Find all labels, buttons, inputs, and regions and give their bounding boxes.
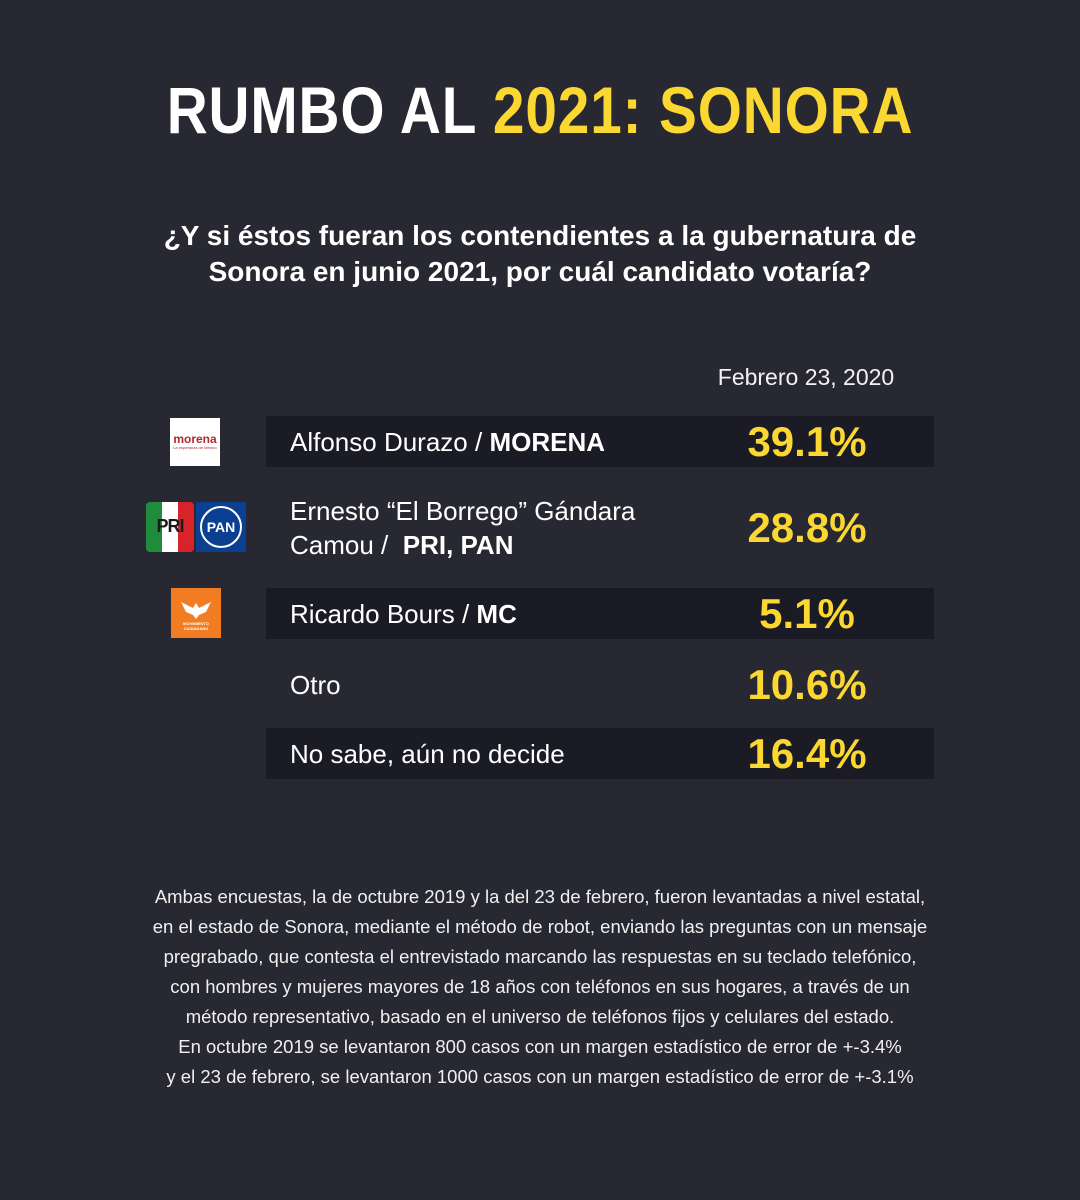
candidate-name: Otro [290,669,341,700]
candidate-name: No sabe, aún no decide [290,738,565,769]
candidate-party: PRI, PAN [402,529,514,560]
morena-logo-tag: La esperanza de México [173,445,217,450]
survey-question: ¿Y si éstos fueran los contendientes a l… [163,220,917,287]
percentage-value: 5.1% [759,589,855,637]
footnote-line: y el 23 de febrero, se levantaron 1000 c… [166,1066,914,1087]
footnote-line: pregrabado, que contesta el entrevistado… [163,946,917,967]
morena-logo-word: morena [173,432,217,446]
pan-logo: PAN [196,502,246,552]
footnote-line: método representativo, basado en el univ… [185,1006,895,1027]
methodology-footnote: Ambas encuestas, la de octubre 2019 y la… [100,882,980,1092]
pri-logo-word: PRI [156,516,184,536]
title-part-2: 2021: SONORA [492,73,914,147]
page-title: RUMBO AL 2021: SONORA [76,72,1005,148]
candidate-label: Ernesto “El Borrego” Gándara Camou / PRI… [290,484,635,571]
candidate-name: Alfonso Durazo / [290,426,483,457]
percentage-value: 16.4% [747,729,867,777]
morena-logo: morena La esperanza de México [170,418,220,466]
footnote-line: en el estado de Sonora, mediante el méto… [152,916,928,937]
candidate-party: MORENA [489,426,606,457]
percentage-value: 10.6% [747,660,867,708]
footnote-line: Ambas encuestas, la de octubre 2019 y la… [154,886,926,907]
title-part-1: RUMBO AL [166,73,493,147]
movimiento-ciudadano-logo: MOVIMIENTO CIUDADANO [171,588,221,638]
footnote-line: con hombres y mujeres mayores de 18 años… [170,976,910,997]
footnote-line: En octubre 2019 se levantaron 800 casos … [178,1036,902,1057]
candidate-name-line-2: Camou / [290,529,396,560]
candidate-name: Ernesto “El Borrego” Gándara [290,495,636,526]
percentage-value: 39.1% [747,417,867,465]
candidate-label: No sabe, aún no decide [290,728,565,779]
percentage-value: 28.8% [747,503,867,551]
result-row: No sabe, aún no decide 16.4% [266,728,934,779]
result-row: Otro 10.6% [266,659,934,710]
result-row: Ricardo Bours / MC 5.1% [266,588,934,639]
result-row: Ernesto “El Borrego” Gándara Camou / PRI… [266,496,934,560]
column-date: Febrero 23, 2020 [717,364,895,390]
candidate-party: MC [476,598,517,629]
candidate-name: Ricardo Bours / [290,598,470,629]
mc-logo-tag: MOVIMIENTO CIUDADANO [183,621,209,631]
eagle-icon [181,602,211,619]
pri-logo: PRI [146,502,194,552]
pan-logo-word: PAN [206,519,236,535]
result-row: Alfonso Durazo / MORENA 39.1% [266,416,934,467]
candidate-label: Otro [290,659,341,710]
candidate-label: Ricardo Bours / MC [290,588,517,639]
candidate-label: Alfonso Durazo / MORENA [290,416,605,467]
